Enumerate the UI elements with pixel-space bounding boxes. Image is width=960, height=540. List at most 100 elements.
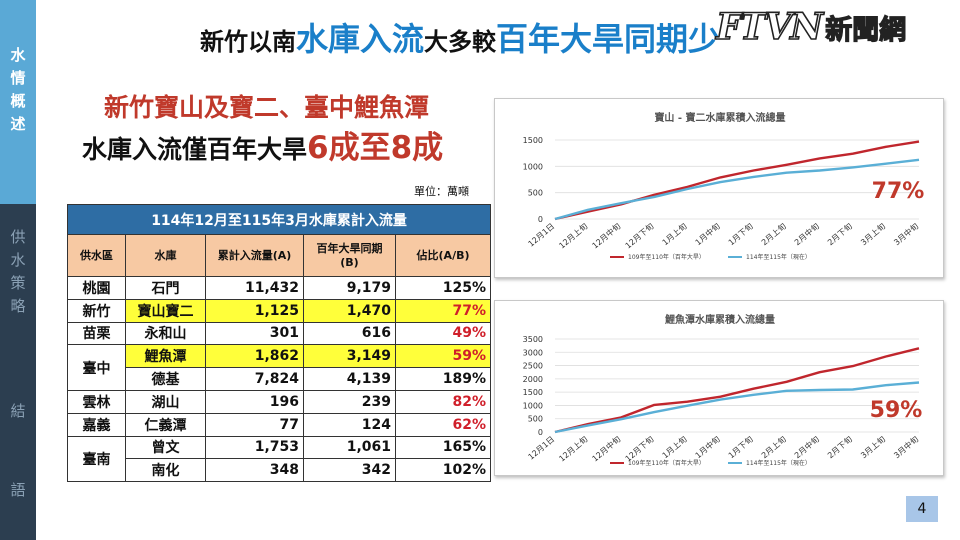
nav-char: 水 bbox=[10, 251, 26, 269]
table-row: 嘉義 仁義潭 77 124 62% bbox=[67, 412, 492, 437]
nav-char: 供 bbox=[10, 228, 26, 246]
cell-drought: 3,149 bbox=[303, 344, 396, 369]
cell-ratio: 189% bbox=[394, 367, 492, 391]
y-tick-label: 2000 bbox=[523, 375, 543, 384]
cell-inflow: 7,824 bbox=[205, 367, 304, 391]
cell-drought: 124 bbox=[303, 412, 396, 437]
subheading-line1: 新竹寶山及寶二、臺中鯉魚潭 bbox=[104, 93, 430, 122]
x-tick-label: 2月中旬 bbox=[792, 221, 821, 247]
cell-inflow: 1,753 bbox=[205, 435, 304, 460]
cell-drought: 1,470 bbox=[303, 298, 396, 323]
side-navigation: 水 情 概 述 供 水 策 略 結 語 bbox=[0, 0, 36, 540]
page-number: 4 bbox=[906, 496, 938, 522]
headline-part2: 水庫入流 bbox=[296, 20, 425, 58]
y-tick-label: 3000 bbox=[523, 348, 543, 357]
y-tick-label: 3500 bbox=[523, 335, 543, 344]
chart-baoshan: 寶山 - 寶二水庫累積入流總量 0 500 1000 1500 12月1日 12月上旬 12月… bbox=[494, 98, 944, 278]
cell-drought: 342 bbox=[303, 458, 396, 483]
x-tick-label: 1月中旬 bbox=[693, 434, 722, 460]
chart-liyutan: 鯉魚潭水庫累積入流總量 0 500 1000 1500 2000 2500 3000 3500 1… bbox=[494, 300, 944, 476]
x-tick-label: 12月中旬 bbox=[590, 221, 623, 251]
y-tick-label: 0 bbox=[538, 428, 543, 437]
cell-region: 臺南 bbox=[67, 435, 126, 483]
cell-reservoir: 寶山寶二 bbox=[125, 298, 206, 323]
cell-inflow: 348 bbox=[205, 458, 304, 483]
nav-section-overview[interactable]: 水 情 概 述 bbox=[0, 0, 36, 204]
x-tick-label: 12月上旬 bbox=[557, 221, 590, 251]
x-tick-label: 12月上旬 bbox=[557, 434, 590, 464]
x-tick-label: 1月上旬 bbox=[660, 221, 689, 247]
cell-inflow: 1,862 bbox=[205, 344, 304, 369]
cell-region: 桃園 bbox=[67, 276, 126, 300]
x-tick-label: 3月上旬 bbox=[858, 434, 887, 460]
x-tick-label: 2月上旬 bbox=[759, 434, 788, 460]
cell-reservoir: 湖山 bbox=[125, 389, 206, 414]
nav-section-strategy[interactable]: 供 水 策 略 bbox=[0, 226, 36, 318]
cell-reservoir: 石門 bbox=[125, 276, 206, 300]
nav-char: 略 bbox=[10, 297, 26, 315]
cell-reservoir: 曾文 bbox=[125, 435, 206, 460]
x-tick-label: 2月上旬 bbox=[759, 221, 788, 247]
x-tick-label: 12月1日 bbox=[527, 435, 557, 462]
series-line-current bbox=[554, 381, 920, 434]
nav-char: 概 bbox=[10, 92, 26, 110]
table-row: 臺中 鯉魚潭 1,862 3,149 59% bbox=[67, 344, 492, 391]
cell-ratio: 102% bbox=[394, 458, 492, 483]
headline-part1: 新竹以南 bbox=[200, 28, 296, 56]
y-tick-label: 1000 bbox=[523, 162, 543, 171]
nav-char: 水 bbox=[10, 46, 26, 64]
cell-ratio: 125% bbox=[394, 276, 492, 300]
cell-region: 臺中 bbox=[67, 344, 126, 391]
cell-ratio: 59% bbox=[394, 344, 492, 369]
nav-char: 情 bbox=[10, 69, 26, 87]
cell-reservoir: 永和山 bbox=[125, 321, 206, 346]
cell-drought: 616 bbox=[303, 321, 396, 346]
cell-ratio: 165% bbox=[394, 435, 492, 460]
x-tick-label: 3月中旬 bbox=[892, 434, 921, 460]
cell-inflow: 196 bbox=[205, 389, 304, 414]
table-row: 雲林 湖山 196 239 82% bbox=[67, 389, 492, 414]
y-tick-label: 500 bbox=[528, 189, 543, 198]
chart-liyutan-svg: 鯉魚潭水庫累積入流總量 0 500 1000 1500 2000 2500 3000 3500 1… bbox=[523, 313, 923, 467]
legend-label: 109年至110年（百年大旱） bbox=[628, 253, 705, 261]
table-row: 桃園 石門 11,432 9,179 125% bbox=[67, 276, 492, 300]
x-tick-label: 12月1日 bbox=[527, 222, 557, 249]
cell-inflow: 301 bbox=[205, 321, 304, 346]
table-row: 臺南 曾文 1,753 1,061 165% bbox=[67, 435, 492, 483]
x-tick-label: 1月下旬 bbox=[726, 221, 755, 247]
cell-ratio: 77% bbox=[394, 298, 492, 323]
x-tick-label: 1月下旬 bbox=[726, 434, 755, 460]
cell-inflow: 77 bbox=[205, 412, 304, 437]
nav-char: 策 bbox=[10, 274, 26, 292]
nav-section-conclusion[interactable]: 結 語 bbox=[0, 400, 36, 540]
column-header: 累計入流量(A) bbox=[205, 234, 304, 277]
x-tick-label: 3月中旬 bbox=[892, 221, 921, 247]
x-tick-label: 2月下旬 bbox=[825, 434, 854, 460]
legend-label: 114年至115年（現在） bbox=[746, 253, 811, 261]
cell-ratio: 62% bbox=[394, 412, 492, 437]
y-tick-label: 2500 bbox=[523, 362, 543, 371]
subheading-line2: 水庫入流僅百年大旱6成至8成 bbox=[82, 122, 443, 167]
cell-reservoir: 鯉魚潭 bbox=[125, 344, 206, 369]
y-tick-label: 0 bbox=[538, 215, 543, 224]
x-tick-label: 1月中旬 bbox=[693, 221, 722, 247]
x-tick-label: 1月上旬 bbox=[660, 434, 689, 460]
chart-title: 鯉魚潭水庫累積入流總量 bbox=[664, 313, 775, 326]
legend-label: 114年至115年（現在） bbox=[746, 459, 811, 467]
logo-text: 新聞網 bbox=[825, 14, 907, 46]
x-tick-label: 3月上旬 bbox=[858, 221, 887, 247]
cell-drought: 1,061 bbox=[303, 435, 396, 460]
series-line-current bbox=[554, 158, 920, 221]
headline: 新竹以南水庫入流大多較百年大旱同期少 bbox=[200, 14, 720, 60]
table-row: 德基 7,824 4,139 189% bbox=[68, 367, 492, 391]
y-tick-label: 1000 bbox=[523, 401, 543, 410]
nav-char: 結 bbox=[10, 402, 26, 420]
nav-char: 述 bbox=[10, 115, 26, 133]
cell-region: 新竹 bbox=[67, 298, 126, 323]
series-line-drought bbox=[554, 347, 920, 434]
cell-region: 嘉義 bbox=[67, 412, 126, 437]
column-header: 佔比(A/B) bbox=[394, 234, 492, 277]
subheading-line2-highlight: 6成至8成 bbox=[307, 130, 444, 166]
y-tick-label: 1500 bbox=[523, 136, 543, 145]
